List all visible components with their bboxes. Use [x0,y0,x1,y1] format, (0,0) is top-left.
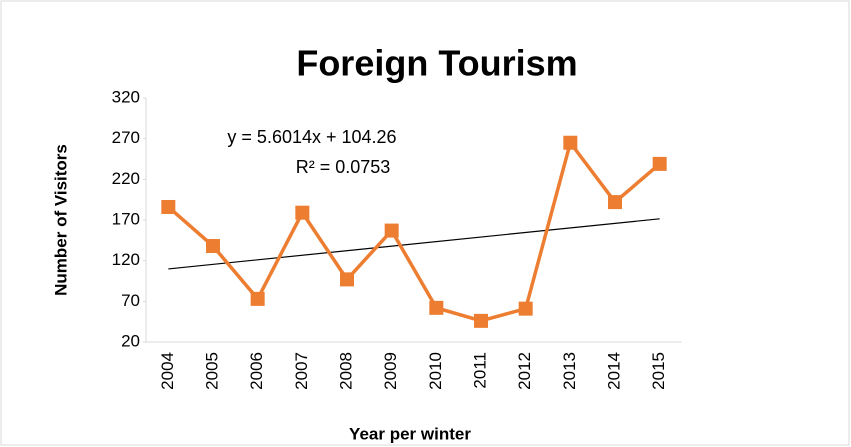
point-marker [429,300,444,315]
point-marker [608,195,622,210]
x-tick-label: 2012 [515,352,534,390]
trendline-r-squared: R² = 0.0753 [296,157,391,177]
point-marker [652,156,667,171]
point-marker [518,301,533,316]
point-marker [161,199,176,214]
y-tick-label: 220 [112,169,140,188]
x-tick-label: 2005 [202,352,221,390]
x-tick-label: 2010 [426,352,445,390]
x-tick-label: 2013 [560,352,579,390]
point-marker [295,205,310,220]
x-tick-label: 2006 [247,352,266,390]
x-tick-label: 2004 [158,352,177,390]
x-tick-label: 2015 [649,352,668,390]
trendline [168,218,660,270]
point-marker [206,239,220,254]
x-tick-label: 2008 [336,352,355,390]
y-tick-label: 270 [112,128,140,147]
y-tick-label: 70 [121,291,140,310]
series-line [167,138,661,323]
x-axis-title: Year per winter [349,424,471,443]
x-tick-label: 2011 [470,352,489,389]
point-marker [474,313,488,328]
x-tick-label: 2007 [292,352,311,390]
x-tick-label: 2014 [604,352,623,390]
y-tick-label: 120 [112,250,140,269]
point-marker [384,223,399,238]
y-tick-label: 170 [112,209,140,228]
chart-title: Foreign Tourism [296,43,577,84]
x-tick-label: 2009 [381,352,400,390]
y-tick-label: 20 [121,331,140,350]
point-marker [340,272,354,287]
y-tick-label: 320 [112,87,140,106]
y-axis-title: Number of Visitors [51,144,70,296]
point-marker [250,291,265,306]
trendline-equation: y = 5.6014x + 104.26 [227,127,396,147]
point-marker [563,135,578,150]
